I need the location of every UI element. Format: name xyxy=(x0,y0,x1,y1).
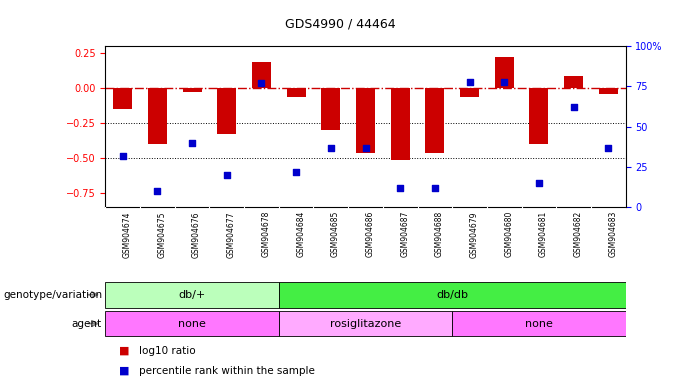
Point xyxy=(118,153,129,159)
Bar xyxy=(252,61,271,88)
Text: none: none xyxy=(525,318,553,329)
Bar xyxy=(217,88,237,134)
Bar xyxy=(356,88,375,153)
Text: genotype/variation: genotype/variation xyxy=(3,290,102,300)
Text: ■: ■ xyxy=(119,346,129,356)
Bar xyxy=(182,88,202,93)
Bar xyxy=(598,88,618,94)
Bar xyxy=(452,311,626,336)
Text: GSM904679: GSM904679 xyxy=(469,211,479,258)
Text: log10 ratio: log10 ratio xyxy=(139,346,196,356)
Text: GSM904687: GSM904687 xyxy=(400,211,409,257)
Point xyxy=(602,145,613,151)
Bar xyxy=(286,88,306,96)
Point xyxy=(533,180,544,186)
Text: GSM904684: GSM904684 xyxy=(296,211,305,257)
Bar xyxy=(148,88,167,144)
Bar xyxy=(564,76,583,88)
Point xyxy=(464,78,475,84)
Text: rosiglitazone: rosiglitazone xyxy=(330,318,401,329)
Text: GSM904678: GSM904678 xyxy=(262,211,271,257)
Text: GSM904683: GSM904683 xyxy=(608,211,617,257)
Point xyxy=(291,169,302,175)
Bar xyxy=(425,88,445,153)
Text: agent: agent xyxy=(72,318,102,329)
Point xyxy=(186,140,198,146)
Text: GSM904680: GSM904680 xyxy=(505,211,513,257)
Bar xyxy=(321,88,341,130)
Text: db/+: db/+ xyxy=(178,290,206,300)
Text: GSM904682: GSM904682 xyxy=(573,211,583,257)
Text: GSM904677: GSM904677 xyxy=(227,211,236,258)
Text: GSM904685: GSM904685 xyxy=(330,211,340,257)
Bar xyxy=(105,311,279,336)
Text: db/db: db/db xyxy=(436,290,469,300)
Point xyxy=(256,80,267,86)
Point xyxy=(152,188,163,194)
Text: GSM904674: GSM904674 xyxy=(123,211,132,258)
Point xyxy=(568,104,579,111)
Bar xyxy=(460,88,479,96)
Point xyxy=(499,78,510,84)
Text: GSM904675: GSM904675 xyxy=(158,211,167,258)
Point xyxy=(430,185,441,191)
Text: ■: ■ xyxy=(119,366,129,376)
Text: none: none xyxy=(178,318,206,329)
Bar xyxy=(390,88,410,160)
Text: GDS4990 / 44464: GDS4990 / 44464 xyxy=(285,17,395,30)
Point xyxy=(222,172,233,178)
Bar xyxy=(494,57,514,88)
Bar xyxy=(279,282,626,308)
Bar xyxy=(105,282,279,308)
Text: GSM904686: GSM904686 xyxy=(366,211,375,257)
Bar xyxy=(529,88,549,144)
Bar xyxy=(279,311,452,336)
Point xyxy=(325,145,336,151)
Text: GSM904681: GSM904681 xyxy=(539,211,548,257)
Text: percentile rank within the sample: percentile rank within the sample xyxy=(139,366,316,376)
Text: GSM904676: GSM904676 xyxy=(192,211,201,258)
Point xyxy=(394,185,405,191)
Point xyxy=(360,145,371,151)
Bar xyxy=(113,88,133,109)
Text: GSM904688: GSM904688 xyxy=(435,211,444,257)
